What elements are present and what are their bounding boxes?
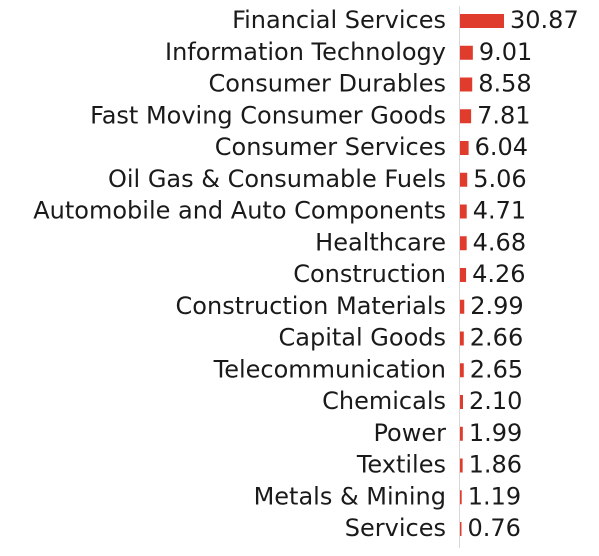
value-labels-group: 30.87 9.01 8.58 7.81 6.04 5.06 4.71 4.68 4.26 2.9… (468, 6, 579, 542)
bar (460, 109, 472, 124)
value-label: 2.66 (470, 324, 523, 352)
value-label: 5.06 (473, 165, 526, 193)
value-label: 1.19 (468, 482, 521, 510)
bar (460, 77, 473, 92)
bar (460, 522, 462, 536)
bar (460, 14, 504, 28)
bar (460, 363, 464, 378)
value-label: 2.99 (470, 292, 523, 320)
category-label: Construction Materials (176, 292, 446, 320)
value-label: 2.65 (470, 355, 523, 383)
category-label: Healthcare (315, 228, 446, 256)
bar (460, 204, 467, 219)
bar (460, 268, 467, 282)
category-label: Capital Goods (279, 324, 446, 352)
bars-group (460, 14, 504, 536)
bar (460, 299, 465, 314)
bar (460, 236, 467, 251)
bar (460, 395, 463, 409)
bar (460, 141, 469, 155)
category-labels-group: Financial Services Information Technology… (33, 6, 446, 542)
value-label: 4.26 (472, 260, 525, 288)
bar (460, 45, 473, 60)
category-label: Services (345, 514, 446, 542)
value-label: 2.10 (469, 387, 522, 415)
value-label: 7.81 (477, 101, 530, 129)
category-label: Consumer Services (215, 133, 446, 161)
value-label: 0.76 (468, 514, 521, 542)
category-label: Information Technology (165, 38, 446, 66)
value-label: 9.01 (479, 38, 532, 66)
category-label: Metals & Mining (254, 482, 446, 510)
value-label: 30.87 (510, 6, 579, 34)
category-label: Telecommunication (213, 355, 446, 383)
category-label: Financial Services (232, 6, 446, 34)
bar (460, 490, 462, 505)
category-label: Construction (293, 260, 446, 288)
category-label: Automobile and Auto Components (33, 197, 446, 225)
bar (460, 172, 468, 187)
category-label: Oil Gas & Consumable Fuels (108, 165, 446, 193)
value-label: 1.86 (469, 451, 522, 479)
value-label: 6.04 (475, 133, 528, 161)
bar (460, 458, 463, 473)
value-label: 8.58 (478, 70, 531, 98)
value-label: 1.99 (469, 419, 522, 447)
category-label: Power (373, 419, 446, 447)
bar (460, 331, 464, 346)
category-label: Chemicals (322, 387, 446, 415)
value-label: 4.68 (473, 228, 526, 256)
category-label: Textiles (356, 451, 446, 479)
bar (460, 426, 463, 441)
category-label: Consumer Durables (209, 70, 446, 98)
value-label: 4.71 (473, 197, 526, 225)
category-label: Fast Moving Consumer Goods (90, 101, 446, 129)
